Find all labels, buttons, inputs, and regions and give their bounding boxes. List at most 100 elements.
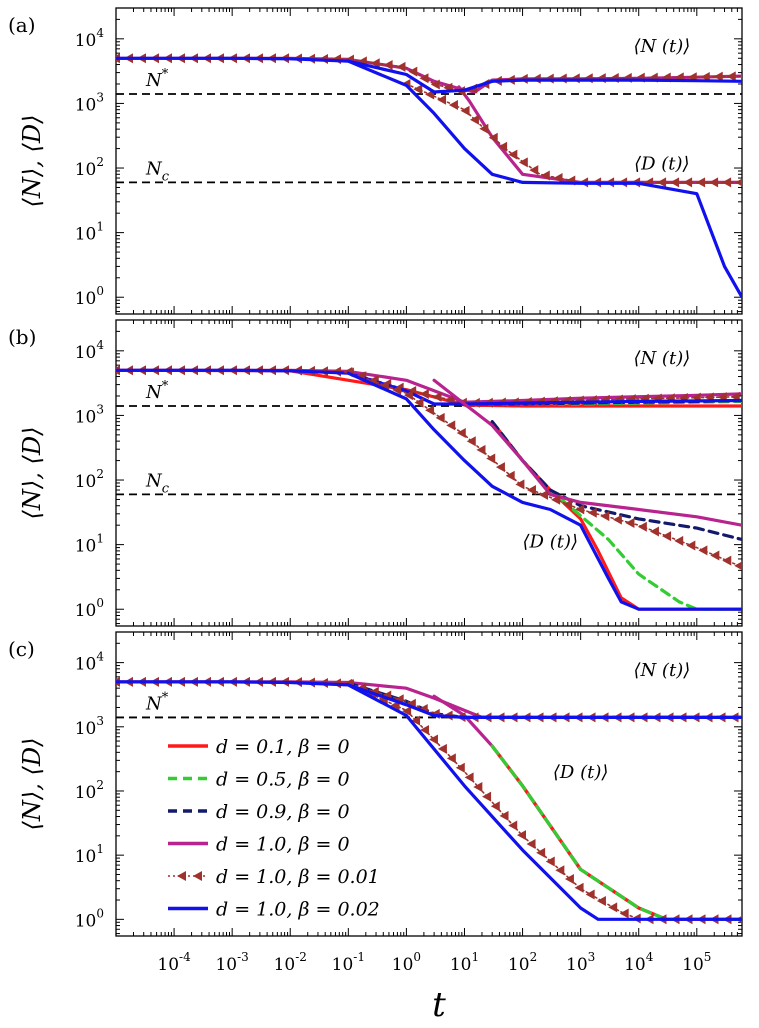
legend-marker <box>177 871 186 881</box>
series-marker <box>612 514 622 525</box>
series-marker <box>515 479 525 490</box>
series-marker <box>583 73 593 84</box>
series-marker <box>446 420 456 431</box>
series-marker <box>425 405 435 416</box>
x-axis-label: t <box>432 985 446 1025</box>
series-marker <box>649 526 659 537</box>
panel-a: 100 101 102 103 104 (a) N* Nc ⟨N (t)⟩ ⟨D (t)⟩ ⟨N⟩,… <box>8 7 743 315</box>
series-line <box>346 683 742 921</box>
series-line <box>347 371 742 568</box>
axes-frame <box>115 631 743 937</box>
series-marker <box>437 94 447 105</box>
series-marker <box>437 743 447 754</box>
series-marker <box>670 177 680 188</box>
series-marker <box>657 177 667 188</box>
axis-labels: t <box>432 985 446 1025</box>
y-tick-label: 104 <box>75 26 105 51</box>
series-marker <box>540 170 550 181</box>
series-marker <box>403 390 413 401</box>
series-marker <box>490 801 500 812</box>
panel-b: 100 101 102 103 104 (b) N* Nc ⟨N (t)⟩ ⟨D (t)⟩ ⟨N⟩,… <box>8 319 743 627</box>
series-marker <box>392 384 402 395</box>
x-tick-label: 105 <box>682 950 711 975</box>
series-marker <box>414 397 424 408</box>
series-line <box>346 59 742 299</box>
series-marker <box>734 561 742 571</box>
series-line <box>116 368 742 406</box>
series-marker <box>473 781 483 792</box>
series-marker <box>508 149 518 160</box>
y-tick-label: 102 <box>75 467 104 492</box>
plot-area <box>116 676 742 925</box>
legend-item: d = 1.0, β = 0 <box>168 834 350 856</box>
series-line <box>432 378 742 527</box>
series-marker <box>476 444 486 455</box>
legend: d = 0.1, β = 0 d = 0.5, β = 0 d = 0.9, β =… <box>168 736 380 921</box>
series-marker <box>662 531 672 542</box>
plot-area <box>116 365 742 611</box>
x-tick-label: 103 <box>566 950 595 975</box>
series-annotation: ⟨D (t)⟩ <box>634 153 689 174</box>
series-marker <box>575 504 585 515</box>
series-line <box>116 680 742 719</box>
series-marker <box>686 540 696 551</box>
series-marker <box>486 453 496 464</box>
reference-label: N* <box>145 690 169 714</box>
series-marker <box>455 762 465 773</box>
series-marker <box>479 123 489 134</box>
y-axis-label: ⟨N⟩, ⟨D⟩ <box>18 115 46 208</box>
legend-label: d = 1.0, β = 0.01 <box>216 866 380 888</box>
series-marker <box>370 58 380 69</box>
x-tick-label: 104 <box>624 950 654 975</box>
series-marker <box>713 71 723 82</box>
series-marker <box>696 177 706 188</box>
series-marker <box>499 810 509 821</box>
series-marker <box>600 511 610 522</box>
series-marker <box>637 521 647 532</box>
legend-label: d = 1.0, β = 0.02 <box>216 899 380 921</box>
panel-label: (c) <box>8 637 35 661</box>
series-marker <box>608 902 618 913</box>
y-axis-label: ⟨N⟩, ⟨D⟩ <box>18 427 46 520</box>
y-tick-label: 103 <box>75 90 104 115</box>
reference-label: N* <box>145 67 169 91</box>
series-marker <box>553 172 563 183</box>
y-tick-label: 101 <box>75 220 104 245</box>
series-marker <box>516 830 526 841</box>
series-marker <box>482 791 492 802</box>
series-marker <box>683 177 693 188</box>
x-tick-label: 101 <box>450 950 479 975</box>
series-marker <box>551 494 561 505</box>
series-line <box>490 420 742 611</box>
series-line <box>457 85 742 184</box>
series-marker <box>420 725 430 736</box>
legend-label: d = 0.1, β = 0 <box>216 736 350 758</box>
series-marker <box>464 772 474 783</box>
series-marker <box>529 165 539 176</box>
series-annotation: ⟨D (t)⟩ <box>523 532 578 553</box>
series-marker <box>445 394 455 405</box>
series-line <box>116 368 742 408</box>
y-tick-label: 102 <box>75 778 104 803</box>
series-marker <box>570 73 580 84</box>
y-tick-label: 103 <box>75 714 104 739</box>
series-marker <box>508 820 518 831</box>
series-marker <box>413 84 423 95</box>
series-marker <box>419 388 429 399</box>
series-marker <box>596 895 606 906</box>
legend-marker <box>193 871 202 881</box>
series-marker <box>726 71 736 82</box>
series-marker <box>396 61 406 72</box>
y-tick-label: 101 <box>75 842 104 867</box>
series-annotation: ⟨N (t)⟩ <box>633 348 690 369</box>
panels: 100 101 102 103 104 (a) N* Nc ⟨N (t)⟩ ⟨D (t)⟩ ⟨N⟩,… <box>8 7 743 975</box>
series-line <box>405 83 742 184</box>
series-marker <box>408 66 418 77</box>
y-tick-label: 101 <box>75 532 104 557</box>
series-marker <box>435 412 445 423</box>
series-marker <box>469 114 479 125</box>
series-marker <box>587 507 597 518</box>
series-line <box>432 694 742 921</box>
legend-item: d = 1.0, β = 0.01 <box>168 866 380 888</box>
